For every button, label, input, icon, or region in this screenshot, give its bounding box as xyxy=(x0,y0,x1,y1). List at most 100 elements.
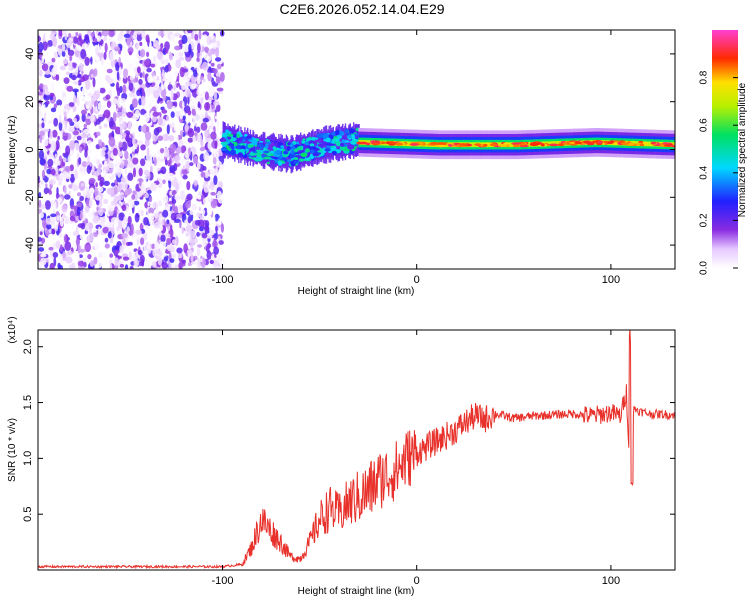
noise-blob xyxy=(52,252,59,258)
onset-signal-blob xyxy=(322,141,329,145)
noise-blob xyxy=(114,205,119,216)
noise-blob xyxy=(90,31,95,38)
noise-blob xyxy=(62,251,66,259)
noise-blob xyxy=(170,88,174,98)
noise-blob xyxy=(139,72,143,78)
noise-blob xyxy=(39,130,46,136)
noise-blob xyxy=(72,184,76,191)
noise-blob xyxy=(185,232,189,237)
noise-blob xyxy=(117,36,123,42)
noise-blob xyxy=(78,35,82,42)
noise-blob xyxy=(59,78,65,88)
carrier-band-column xyxy=(548,141,551,147)
noise-blob xyxy=(192,115,196,125)
noise-blob xyxy=(73,169,79,180)
noise-blob xyxy=(139,41,143,47)
onset-signal-blob xyxy=(348,128,355,134)
x-tick-label: 100 xyxy=(602,274,620,286)
noise-blob xyxy=(136,31,142,35)
noise-blob xyxy=(153,55,157,62)
noise-blob xyxy=(139,254,145,264)
noise-blob xyxy=(208,184,214,190)
noise-blob xyxy=(198,143,202,153)
noise-blob xyxy=(46,168,52,175)
noise-blob xyxy=(50,107,57,113)
noise-blob xyxy=(185,200,192,209)
noise-blob xyxy=(58,30,63,37)
carrier-peak-blob xyxy=(409,143,419,146)
noise-blob xyxy=(63,212,66,217)
noise-blob xyxy=(116,71,120,81)
noise-blob xyxy=(161,77,168,82)
noise-blob xyxy=(123,68,128,78)
noise-blob xyxy=(160,234,166,243)
carrier-band-column xyxy=(649,141,652,147)
noise-blob xyxy=(57,130,63,136)
noise-blob xyxy=(40,204,46,210)
colorbar-tick-label: 0.4 xyxy=(699,165,710,179)
noise-blob xyxy=(85,223,90,232)
noise-blob xyxy=(58,114,62,124)
noise-blob xyxy=(211,42,218,50)
carrier-peak-blob xyxy=(394,142,404,146)
noise-blob xyxy=(53,64,59,73)
noise-blob xyxy=(112,111,117,123)
noise-blob xyxy=(140,114,145,121)
onset-signal-blob xyxy=(351,134,356,141)
noise-blob xyxy=(161,84,165,91)
noise-blob xyxy=(83,123,88,129)
noise-blob xyxy=(51,228,56,235)
noise-blob xyxy=(196,133,202,143)
noise-blob xyxy=(88,177,96,184)
noise-blob xyxy=(38,41,44,52)
noise-blob xyxy=(159,241,167,248)
noise-blob xyxy=(76,135,82,141)
noise-blob xyxy=(106,100,112,108)
noise-blob xyxy=(38,78,41,84)
noise-blob xyxy=(179,130,184,137)
noise-blob xyxy=(88,227,92,234)
noise-blob xyxy=(56,47,60,52)
noise-blob xyxy=(202,166,207,171)
onset-signal-blob xyxy=(296,146,303,151)
noise-blob xyxy=(114,186,118,195)
noise-blob xyxy=(128,250,132,261)
noise-blob xyxy=(120,162,125,169)
noise-blob xyxy=(139,49,146,58)
onset-signal-blob xyxy=(252,137,257,141)
noise-blob xyxy=(181,226,184,234)
noise-blob xyxy=(94,187,100,197)
noise-blob xyxy=(95,182,98,188)
noise-blob xyxy=(98,252,103,259)
noise-blob xyxy=(58,121,63,131)
noise-blob xyxy=(145,152,153,162)
onset-signal-blob xyxy=(331,151,337,155)
noise-blob xyxy=(110,200,115,206)
onset-signal-blob xyxy=(309,143,315,147)
carrier-band-column xyxy=(509,142,513,148)
noise-blob xyxy=(78,146,83,153)
noise-blob xyxy=(150,182,157,192)
noise-blob xyxy=(145,126,150,133)
onset-signal-blob xyxy=(275,149,282,156)
noise-blob xyxy=(40,257,47,266)
noise-blob xyxy=(87,149,93,155)
snr-panel: -100 0 100 0.5 1.0 1.5 2.0 Height of straight… xyxy=(7,316,676,597)
noise-blob xyxy=(79,195,84,202)
noise-blob xyxy=(87,222,94,230)
noise-blob xyxy=(128,211,132,217)
noise-blob xyxy=(104,160,107,168)
noise-blob xyxy=(39,69,43,77)
noise-blob xyxy=(38,59,43,68)
noise-blob xyxy=(126,37,131,46)
noise-blob xyxy=(209,259,214,265)
noise-blob xyxy=(42,218,47,229)
noise-blob xyxy=(81,161,87,168)
onset-signal-blob xyxy=(328,143,335,146)
noise-blob xyxy=(100,215,106,224)
noise-blob xyxy=(41,237,46,244)
noise-blob xyxy=(74,121,80,129)
x-tick-label: 100 xyxy=(602,575,620,587)
noise-blob xyxy=(104,144,109,154)
noise-blob xyxy=(149,41,152,50)
